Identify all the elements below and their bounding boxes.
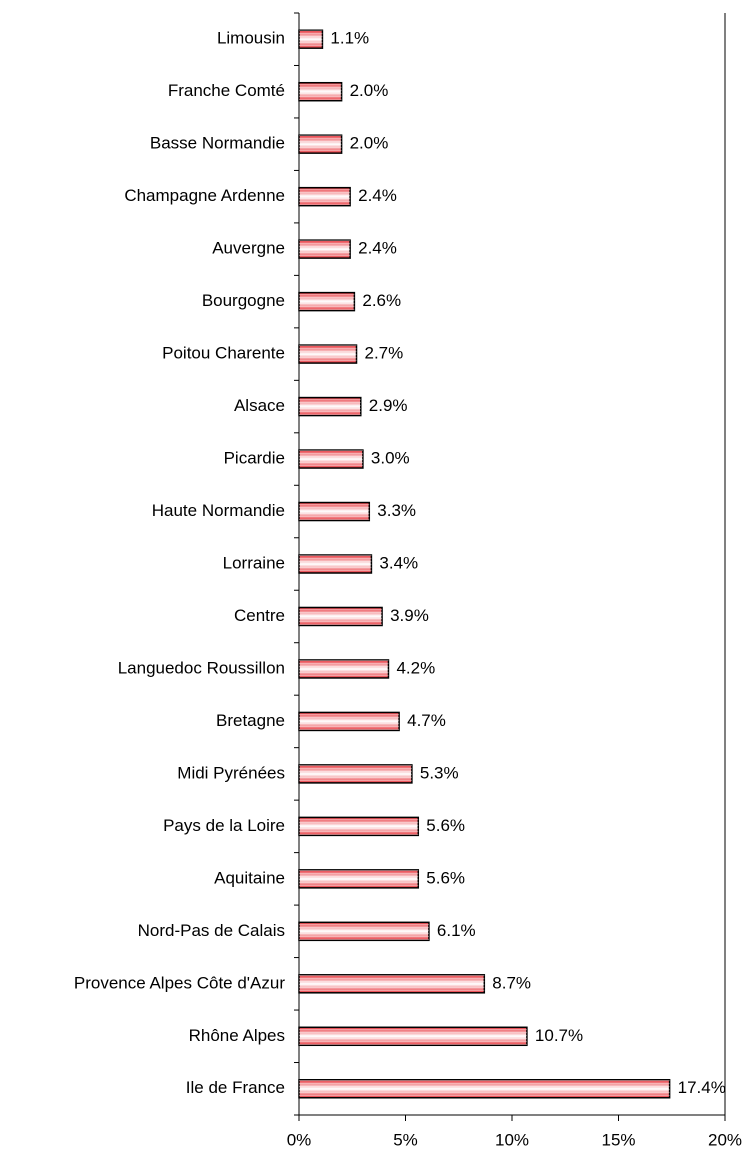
value-label: 2.0%	[350, 134, 389, 153]
value-label: 4.2%	[396, 658, 435, 677]
bar-stripes	[299, 240, 351, 259]
value-label: 3.4%	[379, 553, 418, 572]
value-label: 3.0%	[371, 449, 410, 468]
bar-stripes	[299, 817, 419, 836]
y-tick-label: Nord-Pas de Calais	[138, 921, 285, 940]
y-tick-label: Bretagne	[216, 711, 285, 730]
bar-stripes	[299, 345, 357, 364]
y-tick-label: Aquitaine	[214, 868, 285, 887]
bar-stripes	[299, 922, 429, 941]
bar-stripes	[299, 292, 355, 311]
value-label: 1.1%	[330, 29, 369, 48]
y-tick-label: Basse Normandie	[150, 134, 285, 153]
x-tick-label: 5%	[393, 1130, 418, 1149]
x-tick-label: 10%	[495, 1130, 529, 1149]
x-tick-label: 0%	[287, 1130, 312, 1149]
value-label: 2.4%	[358, 186, 397, 205]
bar-stripes	[299, 869, 419, 888]
y-tick-label: Midi Pyrénées	[177, 763, 285, 782]
bar-stripes	[299, 82, 342, 101]
x-tick-label: 15%	[601, 1130, 635, 1149]
y-tick-label: Ile de France	[186, 1078, 285, 1097]
bar-stripes	[299, 30, 323, 49]
bar-stripes	[299, 397, 361, 416]
bar-stripes	[299, 555, 372, 573]
bar-stripes	[299, 607, 383, 626]
bar-stripes	[299, 135, 342, 154]
bar-stripes	[299, 450, 363, 469]
value-label: 5.3%	[420, 763, 459, 782]
y-tick-label: Franche Comté	[168, 81, 285, 100]
x-tick-label: 20%	[708, 1130, 742, 1149]
bar-stripes	[299, 712, 400, 731]
value-label: 2.7%	[365, 344, 404, 363]
value-label: 2.4%	[358, 239, 397, 258]
value-label: 2.0%	[350, 81, 389, 100]
value-label: 2.6%	[362, 291, 401, 310]
value-label: 6.1%	[437, 921, 476, 940]
y-tick-label: Centre	[234, 606, 285, 625]
y-tick-label: Champagne Ardenne	[124, 186, 285, 205]
y-tick-label: Poitou Charente	[162, 344, 285, 363]
value-label: 17.4%	[678, 1078, 726, 1097]
bar-stripes	[299, 187, 351, 206]
bar-stripes	[299, 1027, 527, 1046]
bar-stripes	[299, 1079, 670, 1098]
value-label: 5.6%	[426, 816, 465, 835]
value-label: 5.6%	[426, 868, 465, 887]
y-tick-label: Rhône Alpes	[189, 1026, 285, 1045]
bar-stripes	[299, 764, 412, 783]
value-label: 3.3%	[377, 501, 416, 520]
y-tick-label: Alsace	[234, 396, 285, 415]
y-tick-label: Bourgogne	[202, 291, 285, 310]
y-tick-label: Provence Alpes Côte d'Azur	[74, 973, 285, 992]
y-tick-label: Languedoc Roussillon	[118, 658, 285, 677]
y-tick-label: Auvergne	[212, 239, 285, 258]
bar-stripes	[299, 659, 389, 678]
bar-stripes	[299, 974, 485, 993]
y-tick-label: Picardie	[224, 449, 285, 468]
value-label: 2.9%	[369, 396, 408, 415]
y-tick-label: Haute Normandie	[152, 501, 285, 520]
bar-stripes	[299, 502, 370, 521]
value-label: 3.9%	[390, 606, 429, 625]
value-label: 8.7%	[492, 973, 531, 992]
value-label: 10.7%	[535, 1026, 583, 1045]
y-tick-label: Pays de la Loire	[163, 816, 285, 835]
y-tick-label: Limousin	[217, 29, 285, 48]
y-tick-label: Lorraine	[223, 553, 285, 572]
value-label: 4.7%	[407, 711, 446, 730]
